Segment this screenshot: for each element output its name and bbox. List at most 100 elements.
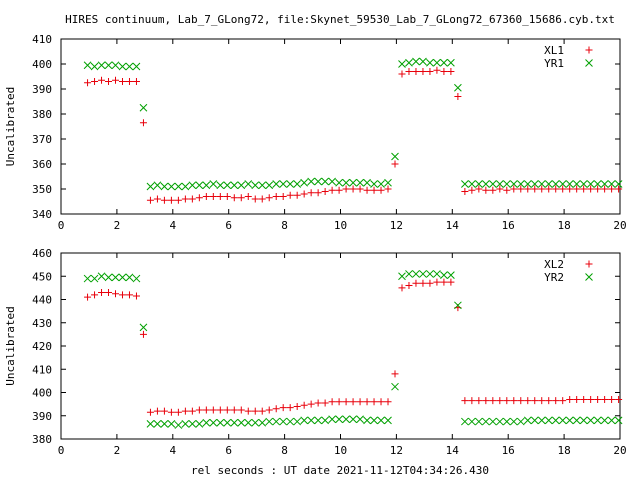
data-point [307, 416, 316, 425]
data-point [495, 417, 504, 426]
data-point [230, 181, 239, 190]
data-point [125, 78, 133, 85]
data-point [125, 273, 134, 282]
data-point [363, 398, 371, 406]
data-point [132, 78, 140, 85]
data-point [537, 180, 546, 188]
data-point [558, 180, 567, 188]
data-point [265, 406, 273, 414]
y-axis-label: Uncalibrated [4, 306, 17, 385]
data-point [461, 417, 469, 426]
x-tick-label: 16 [502, 444, 515, 457]
data-point [125, 62, 134, 71]
data-point [502, 417, 511, 426]
data-point [167, 420, 176, 428]
data-point [188, 420, 197, 428]
data-point [579, 180, 588, 188]
data-point [594, 395, 602, 403]
data-point [112, 76, 120, 84]
data-point [272, 405, 280, 413]
data-point [146, 408, 154, 416]
data-point [356, 178, 364, 187]
data-point [405, 270, 413, 278]
data-point [153, 420, 162, 428]
data-point [244, 418, 253, 427]
data-point [516, 417, 525, 426]
data-point [440, 278, 448, 286]
data-point [454, 83, 462, 92]
data-point [419, 68, 427, 75]
data-point [523, 180, 532, 188]
data-point [426, 270, 434, 278]
data-point [405, 58, 413, 67]
data-point [293, 191, 301, 199]
x-tick-label: 2 [114, 219, 121, 232]
data-point [614, 416, 623, 425]
y-axis-label: Uncalibrated [4, 87, 17, 166]
data-point [440, 271, 448, 279]
data-point [209, 418, 218, 427]
data-point [265, 417, 274, 426]
data-point [579, 416, 588, 425]
data-point [454, 301, 462, 310]
data-point [538, 397, 546, 405]
data-point [230, 418, 239, 427]
data-point [237, 181, 246, 190]
data-point [139, 330, 147, 338]
data-point [489, 397, 497, 405]
data-point [573, 185, 581, 193]
data-point [461, 397, 469, 405]
data-point [167, 408, 175, 416]
data-point [91, 291, 99, 299]
x-tick-label: 8 [281, 219, 288, 232]
legend-label: YR2 [544, 271, 564, 284]
data-point [251, 195, 259, 203]
data-point [503, 397, 511, 405]
data-point [97, 272, 106, 281]
data-point [258, 181, 267, 190]
data-point [615, 395, 623, 403]
data-point [349, 415, 357, 424]
data-point [572, 180, 581, 188]
data-point [587, 185, 595, 193]
data-point [356, 185, 364, 193]
data-point [279, 180, 288, 188]
data-point [300, 190, 308, 198]
data-point [321, 188, 329, 195]
x-tick-label: 4 [169, 444, 176, 457]
y-tick-label: 380 [32, 108, 52, 121]
x-tick-label: 16 [502, 219, 515, 232]
data-point [517, 185, 525, 193]
data-point [370, 186, 378, 194]
data-point [167, 196, 175, 204]
data-point [377, 180, 385, 188]
data-point [559, 185, 567, 193]
data-point [461, 180, 469, 188]
data-point [300, 178, 309, 187]
data-point [391, 160, 399, 168]
data-point [419, 270, 427, 278]
data-point [523, 416, 532, 425]
data-point [349, 185, 357, 193]
data-point [90, 62, 99, 71]
data-point [531, 397, 539, 405]
data-point [216, 406, 224, 414]
data-point [545, 185, 553, 193]
x-tick-label: 2 [114, 444, 121, 457]
data-point [105, 78, 113, 85]
data-point [167, 182, 176, 191]
data-point [447, 58, 455, 67]
data-point [230, 406, 238, 414]
data-point [160, 196, 168, 204]
data-point [223, 193, 231, 200]
data-point [593, 416, 602, 425]
data-point [181, 407, 189, 415]
data-point [160, 182, 169, 191]
data-point [342, 178, 350, 187]
data-point [559, 397, 567, 405]
data-point [342, 185, 350, 193]
data-point [104, 273, 113, 282]
y-tick-label: 360 [32, 158, 52, 171]
data-point [495, 180, 504, 188]
data-point [384, 185, 392, 193]
